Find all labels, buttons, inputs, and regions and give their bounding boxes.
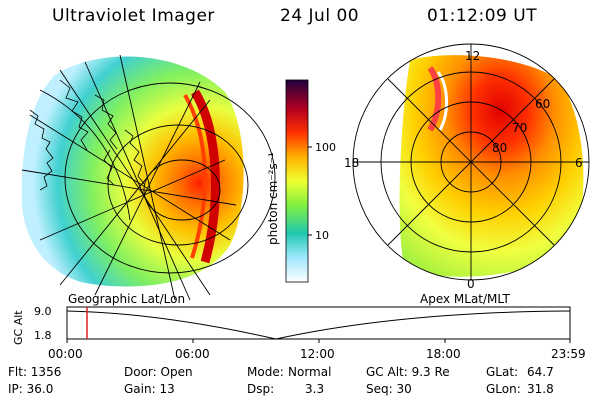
polar-grid	[352, 43, 590, 281]
mlt-label-18: 18	[344, 156, 359, 170]
time-label: 01:12:09 UT	[427, 6, 538, 26]
mlat-label-70: 70	[512, 121, 527, 135]
orbit-xtick-1800: 18:00	[426, 347, 461, 361]
orbit-xtick-0600: 06:00	[175, 347, 210, 361]
right-panel-caption: Apex MLat/MLT	[420, 292, 510, 306]
orbit-ytick-bottom: 1.8	[34, 329, 52, 342]
coastlines	[29, 79, 145, 191]
status-door: Door: Open	[124, 365, 193, 379]
geo-grid	[21, 54, 276, 301]
status-glon-value: 31.8	[527, 382, 554, 396]
status-glat-label: GLat:	[486, 365, 519, 379]
color-scale-unit-label: photon cm⁻²s⁻¹	[266, 152, 280, 245]
color-scale-ticks	[308, 146, 312, 236]
auroral-oval-band	[191, 89, 220, 264]
orbit-ytick-top: 9.0	[34, 305, 52, 318]
instrument-title: Ultraviolet Imager	[52, 6, 215, 26]
left-panel-caption: Geographic Lat/Lon	[68, 292, 186, 306]
orbit-altitude-plot	[66, 306, 571, 343]
mlt-label-6: 6	[575, 156, 583, 170]
mlat-label-60: 60	[535, 97, 550, 111]
auroral-oval-inner	[183, 94, 207, 259]
mlt-label-0: 0	[467, 277, 475, 291]
polar-arc-gap	[436, 71, 449, 131]
mlat-label-80: 80	[492, 141, 507, 155]
orbit-xtick-2359: 23:59	[551, 347, 586, 361]
orbit-ylabel: GC Alt	[12, 310, 25, 345]
date-label: 24 Jul 00	[280, 6, 360, 26]
polar-image	[352, 43, 590, 281]
geographic-image	[21, 54, 276, 301]
color-scale-tick-100: 100	[315, 141, 336, 154]
color-scale-bar	[285, 79, 309, 283]
color-scale-tick-10: 10	[315, 229, 329, 242]
status-flt: Flt: 1356	[8, 365, 62, 379]
status-seq: Seq: 30	[366, 382, 412, 396]
status-gain: Gain: 13	[124, 382, 175, 396]
status-glat-value: 64.7	[527, 365, 554, 379]
status-gc-alt: GC Alt: 9.3 Re	[366, 365, 450, 379]
status-mode-label: Mode:	[247, 365, 284, 379]
mlt-label-12: 12	[465, 49, 480, 63]
status-mode-value: Normal	[288, 365, 332, 379]
altitude-curve	[66, 310, 571, 340]
orbit-plot-frame	[66, 306, 571, 340]
status-dsp-value: 3.3	[305, 382, 325, 396]
orbit-xtick-0000: 00:00	[48, 347, 83, 361]
orbit-xticks	[66, 339, 571, 343]
orbit-xtick-1200: 12:00	[300, 347, 335, 361]
status-dsp-label: Dsp:	[247, 382, 275, 396]
status-glon-label: GLon:	[486, 382, 521, 396]
status-ip: IP: 36.0	[8, 382, 54, 396]
